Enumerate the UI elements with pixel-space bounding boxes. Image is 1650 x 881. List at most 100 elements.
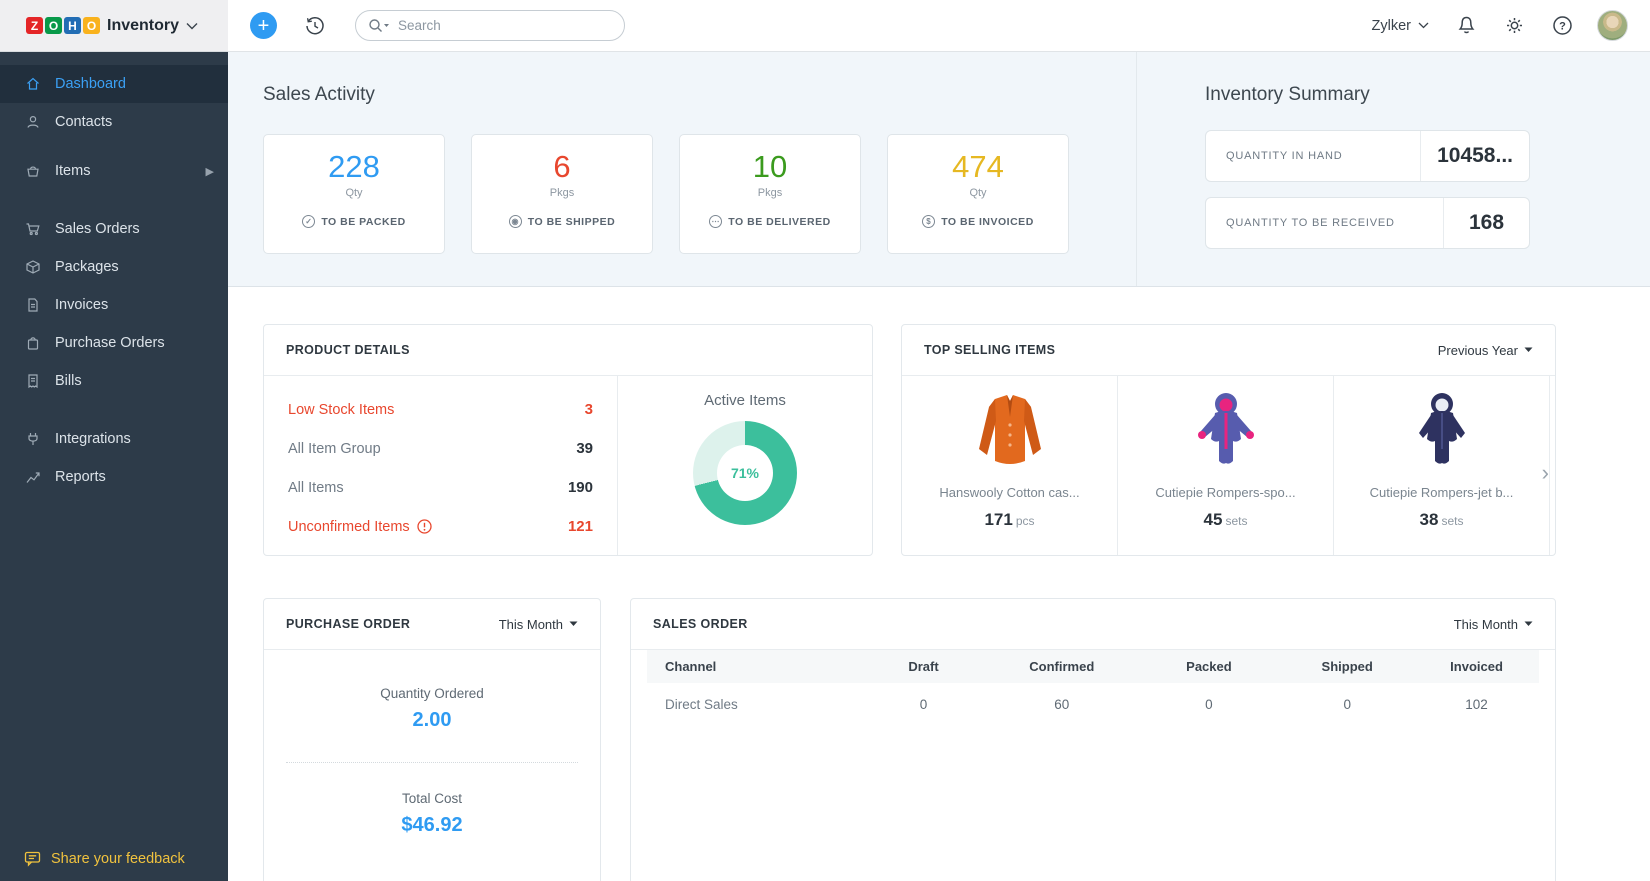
sidebar-item-label: Packages (55, 259, 119, 275)
sales-order-table: Channel Draft Confirmed Packed Shipped I… (647, 650, 1539, 725)
chevron-down-icon (1524, 621, 1533, 627)
product-quantity: 171pcs (984, 510, 1034, 530)
recent-history-icon[interactable] (303, 14, 327, 38)
to-be-shipped-value: 6 (553, 149, 570, 185)
settings-gear-icon[interactable] (1504, 15, 1525, 36)
quantity-to-be-received-row[interactable]: QUANTITY TO BE RECEIVED 168 (1205, 197, 1530, 249)
quantity-in-hand-row[interactable]: QUANTITY IN HAND 10458... (1205, 130, 1530, 182)
to-be-invoiced-unit: Qty (969, 187, 986, 199)
active-items-title: Active Items (704, 392, 786, 409)
to-be-delivered-unit: Pkgs (758, 187, 782, 199)
low-stock-items-link[interactable]: Low Stock Items (288, 402, 394, 418)
product-name: Cutiepie Rompers-spo... (1155, 485, 1295, 500)
search-box[interactable] (355, 10, 625, 41)
help-icon[interactable]: ? (1552, 15, 1573, 36)
sidebar-item-dashboard[interactable]: Dashboard (0, 65, 228, 103)
cards-row-2: PURCHASE ORDER This Month Quantity Order… (263, 598, 1650, 881)
column-header: Channel (647, 650, 861, 683)
cardigan-product-image (965, 389, 1055, 471)
period-label: This Month (499, 617, 563, 632)
sales-activity-section: Sales Activity 228 Qty ✓ TO BE PACKED 6 … (228, 52, 1137, 286)
table-row-direct-sales[interactable]: Direct Sales 0 60 0 0 102 (647, 683, 1539, 725)
period-label: This Month (1454, 617, 1518, 632)
purchase-order-title: PURCHASE ORDER (286, 617, 410, 631)
total-cost-value[interactable]: $46.92 (401, 814, 462, 837)
user-avatar[interactable] (1597, 10, 1628, 41)
unconfirmed-items-value: 121 (568, 518, 593, 535)
sidebar-item-contacts[interactable]: Contacts (0, 103, 228, 141)
notifications-bell-icon[interactable] (1456, 15, 1477, 37)
chevron-right-icon: ▶ (206, 165, 214, 178)
to-be-delivered-card[interactable]: 10 Pkgs ⋯ TO BE DELIVERED (679, 134, 861, 254)
period-label: Previous Year (1438, 343, 1518, 358)
active-items-donut[interactable]: 71% (693, 421, 797, 525)
to-be-shipped-card[interactable]: 6 Pkgs ◉ TO BE SHIPPED (471, 134, 653, 254)
sidebar-item-integrations[interactable]: Integrations (0, 420, 228, 458)
sidebar: Dashboard Contacts Items ▶ (0, 52, 228, 881)
carousel-next-icon[interactable]: › (1542, 462, 1549, 484)
search-icon[interactable] (368, 18, 390, 34)
to-be-invoiced-card[interactable]: 474 Qty $ TO BE INVOICED (887, 134, 1069, 254)
sidebar-item-bills[interactable]: Bills (0, 362, 228, 400)
sidebar-item-packages[interactable]: Packages (0, 248, 228, 286)
all-item-group-row[interactable]: All Item Group 39 (288, 429, 593, 468)
qty-unit: sets (1225, 514, 1247, 528)
sales-order-period-dropdown[interactable]: This Month (1454, 617, 1533, 632)
organization-picker[interactable]: Zylker (1372, 18, 1429, 34)
all-items-label[interactable]: All Items (288, 480, 344, 496)
low-stock-items-row[interactable]: Low Stock Items 3 (288, 390, 593, 429)
caption-label: TO BE PACKED (321, 216, 405, 228)
qty-number: 38 (1420, 510, 1439, 529)
product-name: Hanswooly Cotton cas... (939, 485, 1079, 500)
top-selling-item-3[interactable]: Cutiepie Rompers-jet b... 38sets (1334, 376, 1550, 555)
all-item-group-value: 39 (576, 440, 593, 457)
check-circle-icon: ✓ (302, 215, 315, 228)
sales-order-header: SALES ORDER This Month (631, 599, 1555, 650)
brand-area[interactable]: Z O H O Inventory (0, 0, 228, 52)
all-items-row[interactable]: All Items 190 (288, 468, 593, 507)
purchase-order-period-dropdown[interactable]: This Month (499, 617, 578, 632)
qty-unit: pcs (1016, 514, 1035, 528)
confirmed-cell: 60 (986, 683, 1138, 725)
invoiced-cell: 102 (1414, 683, 1539, 725)
main-content: Sales Activity 228 Qty ✓ TO BE PACKED 6 … (228, 52, 1650, 881)
sales-order-table-wrap: Channel Draft Confirmed Packed Shipped I… (631, 650, 1555, 725)
total-cost-label: Total Cost (402, 791, 462, 806)
unconfirmed-items-link[interactable]: Unconfirmed Items (288, 519, 432, 535)
to-be-shipped-caption: ◉ TO BE SHIPPED (509, 215, 615, 228)
caption-label: TO BE SHIPPED (528, 216, 615, 228)
sidebar-item-label: Bills (55, 373, 82, 389)
active-items-panel: Active Items 71% (618, 376, 872, 555)
top-selling-period-dropdown[interactable]: Previous Year (1438, 343, 1533, 358)
share-feedback-button[interactable]: Share your feedback (24, 850, 185, 867)
sidebar-item-purchase-orders[interactable]: Purchase Orders (0, 324, 228, 362)
svg-text:?: ? (1559, 21, 1566, 33)
top-summary-section: Sales Activity 228 Qty ✓ TO BE PACKED 6 … (228, 52, 1650, 287)
top-selling-item-2[interactable]: Cutiepie Rompers-spo... 45sets (1118, 376, 1334, 555)
low-stock-items-value: 3 (585, 401, 593, 418)
all-items-value: 190 (568, 479, 593, 496)
sidebar-item-items[interactable]: Items ▶ (0, 152, 228, 190)
draft-cell: 0 (861, 683, 986, 725)
shipment-circle-icon: ◉ (509, 215, 522, 228)
quick-create-button[interactable]: + (250, 12, 277, 39)
all-item-group-label[interactable]: All Item Group (288, 441, 381, 457)
search-input[interactable] (398, 18, 612, 33)
chevron-down-icon (569, 621, 578, 627)
caption-label: TO BE INVOICED (941, 216, 1034, 228)
to-be-packed-card[interactable]: 228 Qty ✓ TO BE PACKED (263, 134, 445, 254)
unconfirmed-items-text: Unconfirmed Items (288, 519, 410, 535)
sidebar-item-invoices[interactable]: Invoices (0, 286, 228, 324)
purchase-order-card: PURCHASE ORDER This Month Quantity Order… (263, 598, 601, 881)
sidebar-item-reports[interactable]: Reports (0, 458, 228, 496)
invoice-circle-icon: $ (922, 215, 935, 228)
unconfirmed-items-row[interactable]: Unconfirmed Items 121 (288, 507, 593, 546)
quantity-in-hand-value: 10458... (1420, 131, 1529, 181)
app-title: Inventory (107, 17, 179, 35)
quantity-ordered-value[interactable]: 2.00 (413, 709, 452, 732)
sidebar-item-sales-orders[interactable]: Sales Orders (0, 210, 228, 248)
top-selling-item-1[interactable]: Hanswooly Cotton cas... 171pcs (902, 376, 1118, 555)
product-details-list: Low Stock Items 3 All Item Group 39 All … (264, 376, 618, 555)
product-details-header: PRODUCT DETAILS (264, 325, 872, 376)
chevron-down-icon[interactable] (186, 22, 198, 30)
